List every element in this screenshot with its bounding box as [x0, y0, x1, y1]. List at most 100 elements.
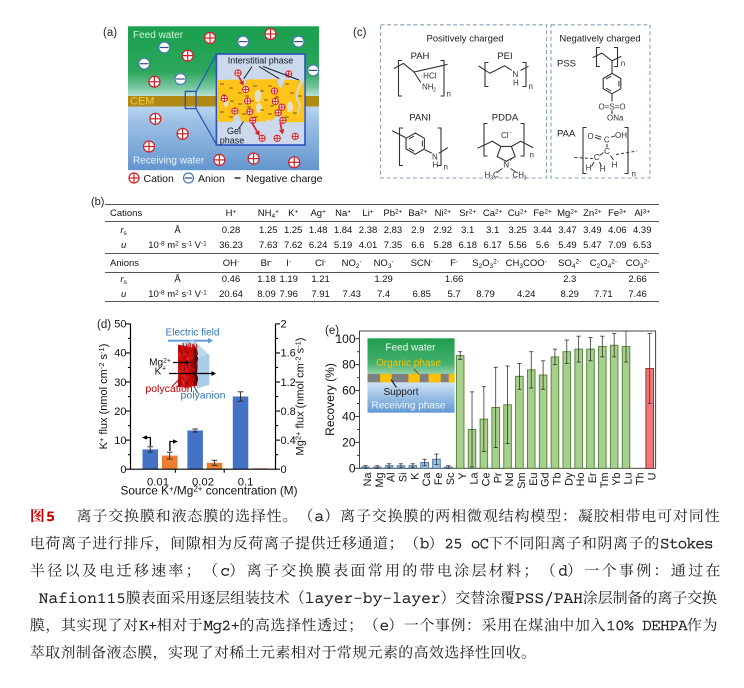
svg-text:Negatively charged: Negatively charged: [559, 34, 640, 45]
svg-text:1.2: 1.2: [281, 377, 296, 389]
svg-text:H: H: [600, 165, 606, 174]
svg-text:Dy: Dy: [563, 472, 575, 486]
svg-text:20: 20: [114, 406, 126, 418]
svg-text:Recovery (%): Recovery (%): [323, 363, 337, 436]
svg-text:Feed water: Feed water: [133, 30, 184, 41]
svg-text:Mg2+ flux (nmol cm-2 s-1): Mg2+ flux (nmol cm-2 s-1): [293, 338, 306, 456]
svg-text:n: n: [444, 163, 448, 172]
svg-text:(c): (c): [353, 27, 367, 39]
svg-text:100: 100: [335, 332, 355, 346]
svg-text:Feed water: Feed water: [385, 343, 436, 354]
svg-text:Ca: Ca: [421, 473, 433, 487]
svg-text:ONa: ONa: [607, 114, 624, 123]
svg-text:(e): (e): [325, 325, 339, 337]
svg-text:(d): (d): [97, 319, 111, 331]
svg-text:H: H: [433, 161, 439, 170]
svg-text:Lu: Lu: [623, 473, 635, 485]
svg-text:PAA: PAA: [557, 129, 576, 140]
svg-text:U: U: [646, 473, 658, 481]
svg-text:H: H: [586, 164, 592, 173]
svg-text:Tb: Tb: [552, 473, 564, 486]
svg-text:Y: Y: [457, 473, 469, 480]
svg-text:0: 0: [349, 461, 356, 475]
svg-text:1.6: 1.6: [281, 348, 296, 360]
svg-text:phase: phase: [220, 136, 245, 146]
svg-text:Fe: Fe: [433, 473, 445, 486]
svg-text:+: +: [509, 158, 513, 164]
svg-text:Support: Support: [383, 387, 418, 398]
svg-text:OH: OH: [615, 131, 627, 140]
svg-text:N: N: [432, 153, 438, 162]
svg-text:10: 10: [114, 435, 126, 447]
svg-text:Mg2+: Mg2+: [149, 357, 171, 368]
svg-text:PAH: PAH: [411, 51, 430, 62]
svg-text:Ho: Ho: [575, 473, 587, 487]
svg-text:Receiving water: Receiving water: [133, 156, 205, 167]
svg-text:O=S=O: O=S=O: [598, 103, 625, 112]
svg-text:Si: Si: [398, 473, 410, 483]
svg-text:0.01: 0.01: [147, 477, 169, 489]
svg-text:Al: Al: [386, 473, 398, 483]
svg-text:Organic phase: Organic phase: [376, 358, 441, 369]
svg-text:CH: CH: [513, 171, 525, 180]
svg-text:Anion: Anion: [198, 173, 225, 185]
svg-text:0: 0: [281, 464, 287, 476]
svg-text:3: 3: [524, 176, 527, 182]
svg-text:-: -: [510, 130, 512, 137]
svg-text:Cation: Cation: [144, 173, 175, 185]
svg-text:2: 2: [281, 319, 287, 331]
svg-text:0.1: 0.1: [238, 477, 254, 489]
svg-text:Nd: Nd: [504, 473, 516, 487]
svg-text:PANI: PANI: [409, 113, 430, 124]
svg-text:Mg: Mg: [374, 473, 386, 488]
svg-text:40: 40: [114, 348, 126, 360]
svg-text:0: 0: [120, 464, 126, 476]
svg-text:O: O: [587, 132, 593, 141]
svg-text:Negative charge: Negative charge: [246, 173, 323, 185]
svg-text:Cl: Cl: [501, 131, 509, 140]
svg-text:Er: Er: [587, 472, 599, 483]
svg-text:Gd: Gd: [540, 473, 552, 487]
svg-text:30: 30: [114, 377, 126, 389]
svg-text:Positively charged: Positively charged: [426, 34, 503, 45]
svg-text:Th: Th: [635, 473, 647, 486]
svg-text:n: n: [632, 170, 636, 179]
svg-text:NH: NH: [422, 83, 434, 92]
svg-text:Sc: Sc: [445, 472, 457, 485]
svg-text:PSS: PSS: [557, 59, 576, 70]
svg-text:0.02: 0.02: [192, 477, 214, 489]
svg-text:2: 2: [433, 88, 436, 94]
svg-text:Pr: Pr: [492, 472, 504, 483]
svg-text:n: n: [447, 90, 451, 99]
svg-text:PEI: PEI: [497, 51, 512, 62]
svg-text:K+ flux (nmol cm-2 s-1): K+ flux (nmol cm-2 s-1): [97, 344, 110, 450]
svg-text:n: n: [529, 82, 533, 91]
svg-text:Yb: Yb: [611, 473, 623, 486]
svg-text:K: K: [409, 472, 421, 480]
svg-text:Tm: Tm: [599, 472, 611, 488]
svg-text:0.4: 0.4: [281, 435, 296, 447]
svg-text:50: 50: [114, 319, 126, 331]
svg-text:Na: Na: [362, 473, 374, 487]
svg-text:C: C: [604, 147, 610, 156]
svg-text:polyanion: polyanion: [181, 390, 226, 402]
svg-text:40: 40: [342, 409, 356, 423]
svg-text:PDDA: PDDA: [492, 113, 519, 124]
svg-text:N: N: [513, 70, 519, 79]
svg-text:K: K: [155, 367, 162, 378]
svg-text:0.8: 0.8: [281, 406, 296, 418]
svg-text:n: n: [621, 59, 625, 68]
svg-text:Gel: Gel: [227, 126, 241, 136]
svg-text:H: H: [612, 161, 618, 170]
svg-text:C: C: [594, 153, 600, 162]
svg-text:20: 20: [342, 435, 356, 449]
svg-text:Eu: Eu: [528, 473, 540, 486]
svg-text:3: 3: [490, 176, 493, 182]
svg-text:polycation: polycation: [145, 383, 192, 395]
svg-text:n: n: [530, 151, 534, 160]
svg-text:Ce: Ce: [481, 473, 493, 487]
svg-text:(a): (a): [103, 27, 117, 39]
svg-text:La: La: [469, 473, 481, 485]
svg-text:N: N: [503, 160, 509, 169]
svg-text:C: C: [493, 171, 499, 180]
